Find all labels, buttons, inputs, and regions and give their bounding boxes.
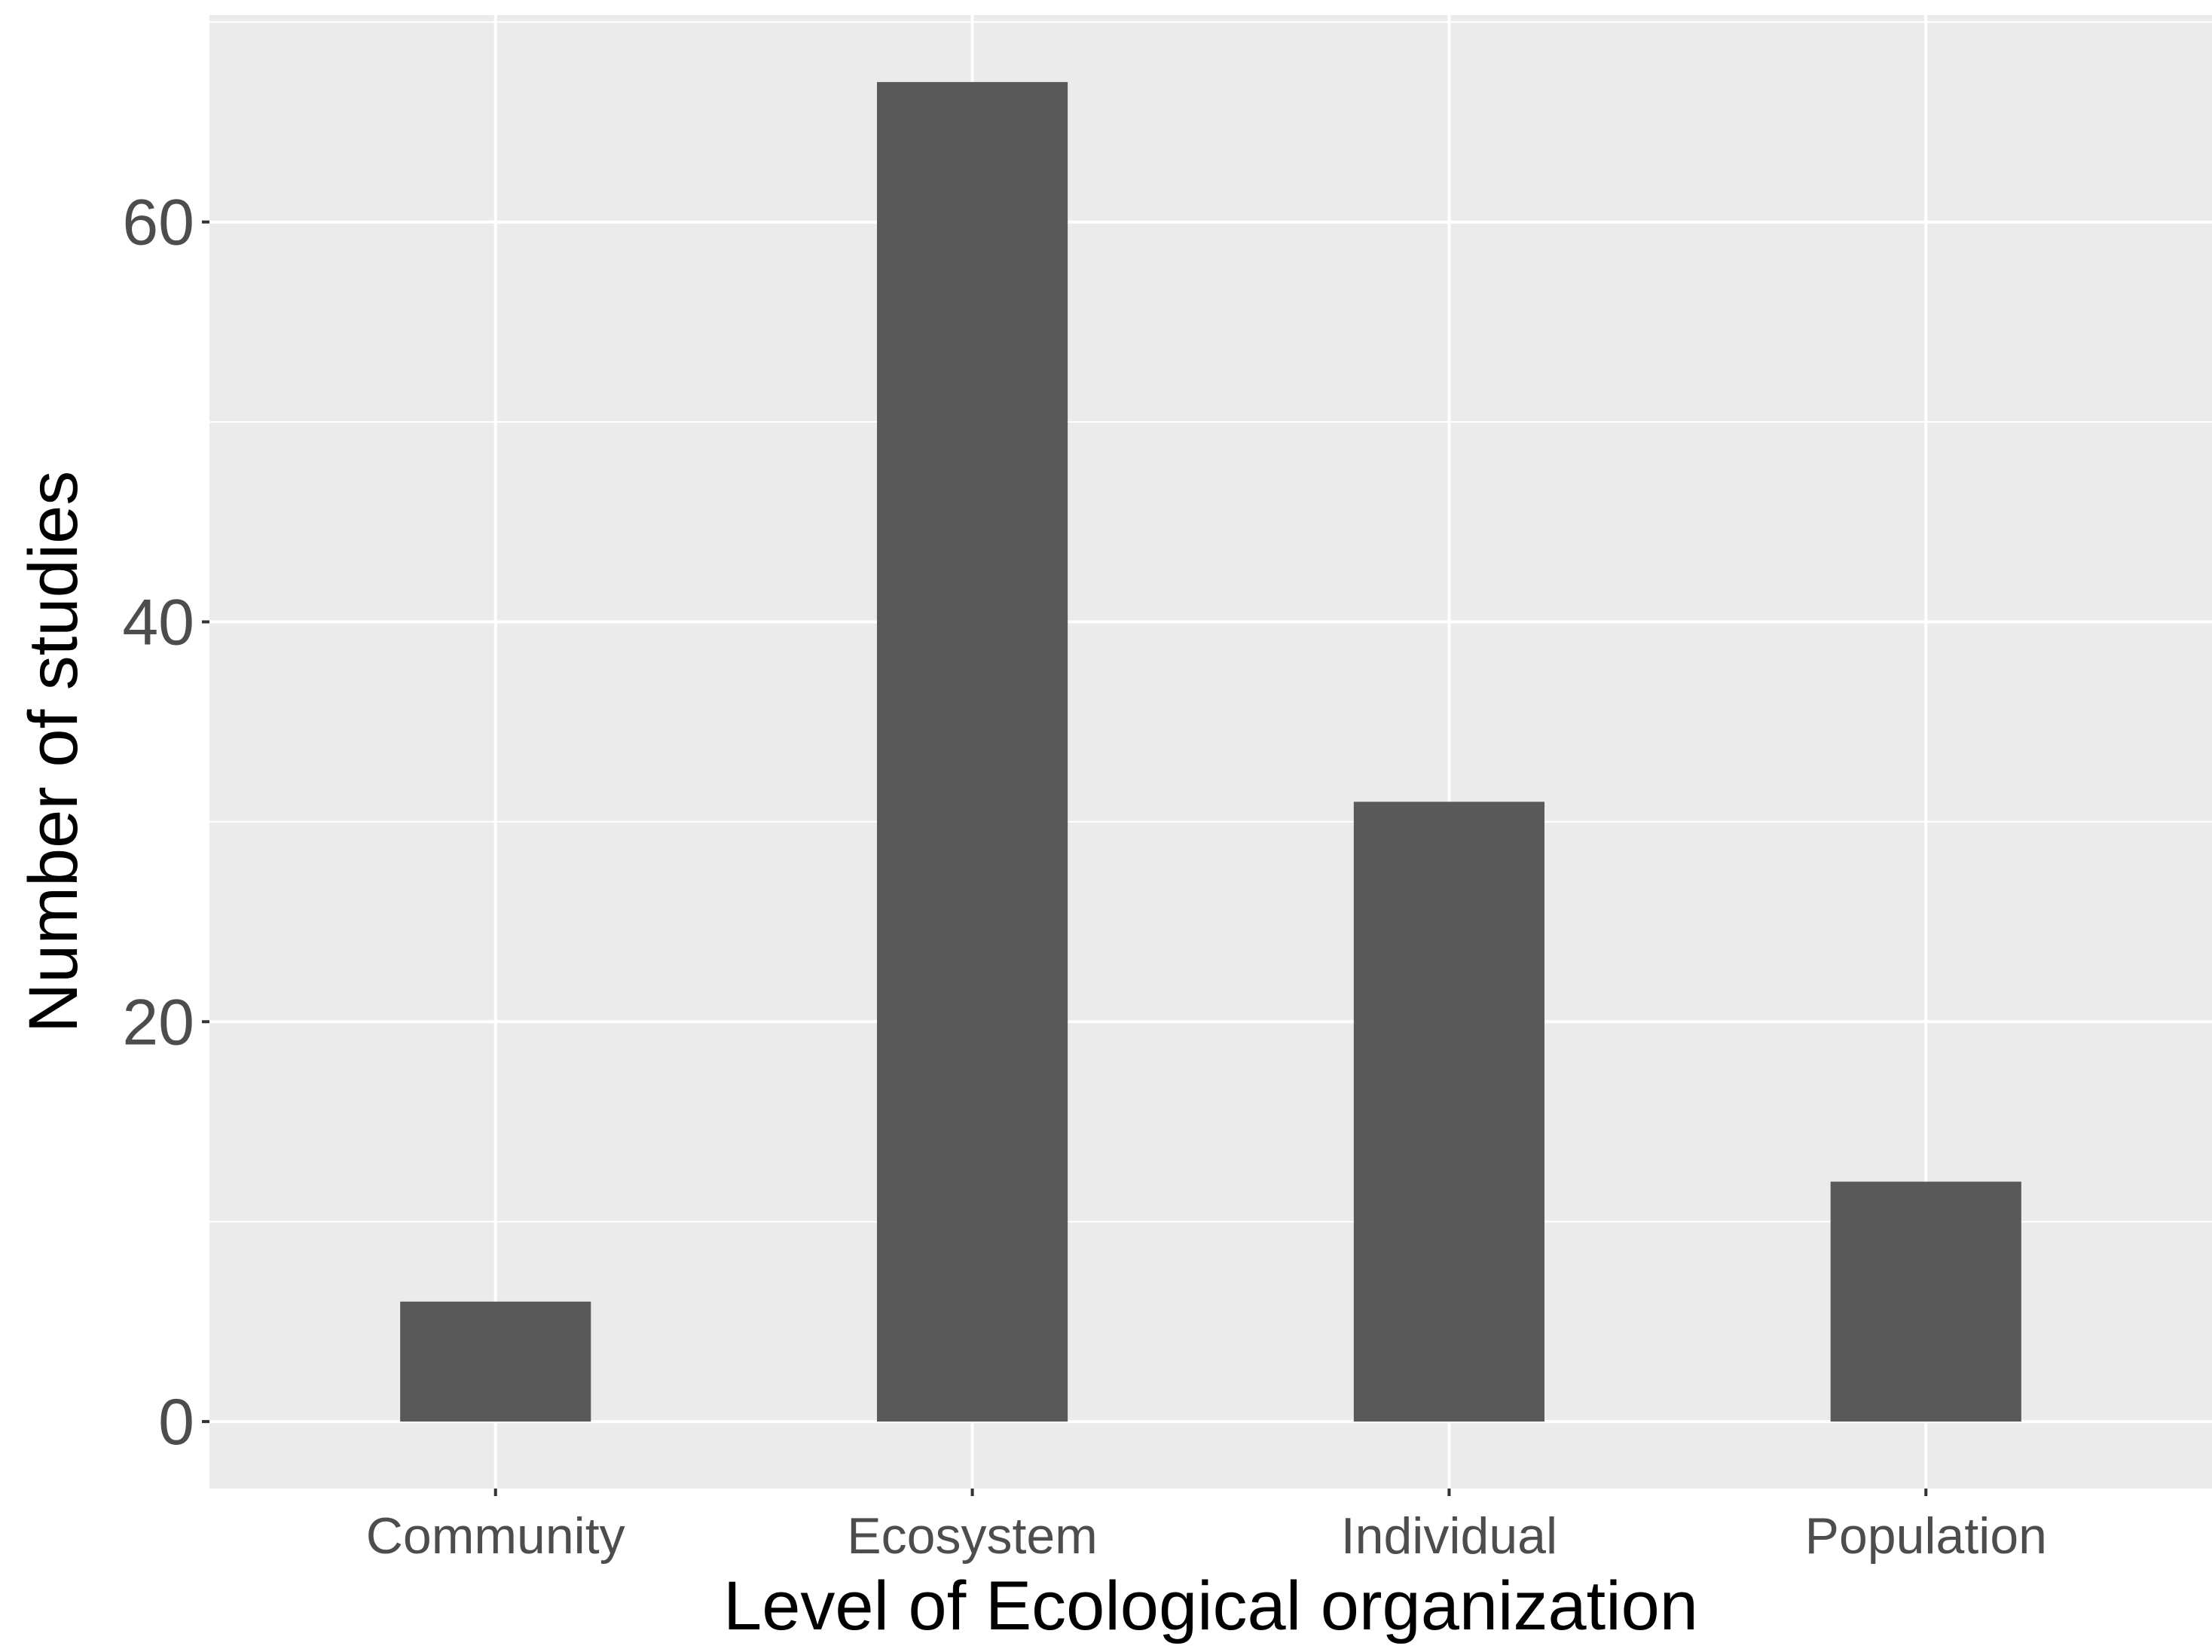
x-tick-label: Individual	[1341, 1507, 1557, 1565]
y-tick-label: 0	[158, 1386, 194, 1458]
x-tick-label: Ecosystem	[847, 1507, 1098, 1565]
x-tick-label: Community	[366, 1507, 625, 1565]
bar-community	[400, 1301, 591, 1422]
y-tick-label: 20	[122, 986, 194, 1058]
bar-individual	[1353, 802, 1544, 1422]
x-tick-label: Population	[1805, 1507, 2047, 1565]
y-axis-title: Number of studies	[15, 471, 92, 1034]
y-tick-label: 40	[122, 586, 194, 658]
x-axis: Community Ecosystem Individual Population	[366, 1489, 2047, 1565]
bar-population	[1830, 1181, 2021, 1422]
bars	[400, 81, 2021, 1422]
bar-ecosystem	[877, 81, 1068, 1422]
y-axis: 0 20 40 60	[122, 187, 209, 1458]
y-tick-label: 60	[122, 187, 194, 259]
x-axis-title: Level of Ecological organization	[723, 1568, 1698, 1644]
